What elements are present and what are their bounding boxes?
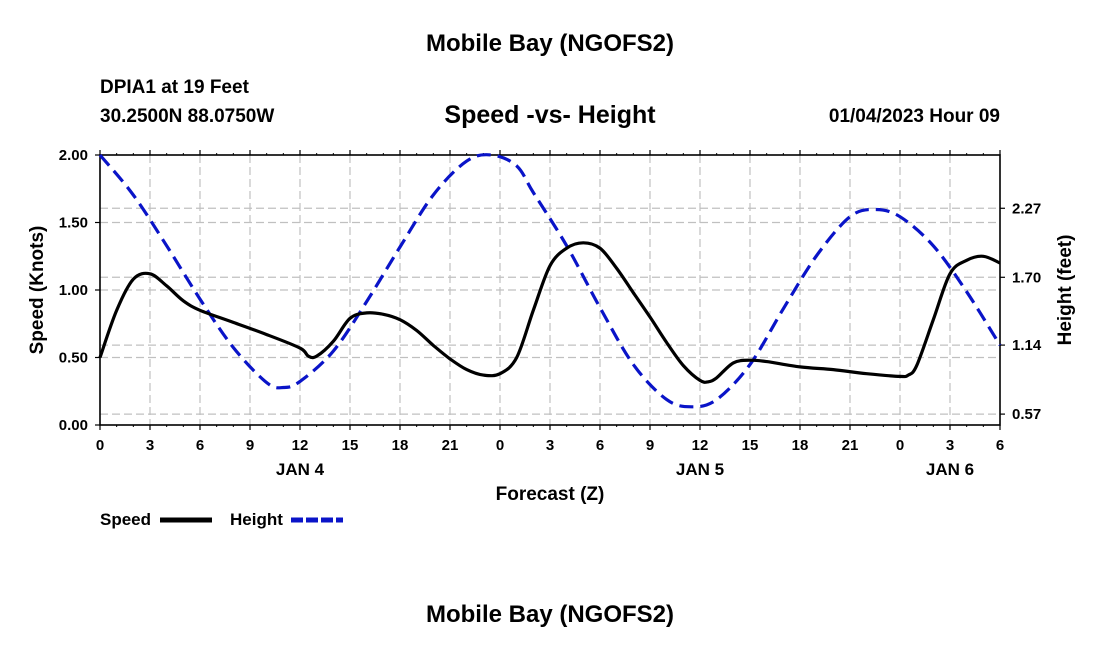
x-tick-label: 18 xyxy=(392,437,409,454)
day-label: JAN 4 xyxy=(276,460,325,479)
x-tick-label: 0 xyxy=(96,437,104,454)
x-tick-label: 3 xyxy=(146,437,154,454)
x-tick-label: 9 xyxy=(246,437,254,454)
height-series-line xyxy=(98,153,1002,409)
forecast-datetime: 01/04/2023 Hour 09 xyxy=(828,106,1000,127)
speed-series-line xyxy=(98,241,1001,384)
y-right-tick-label: 1.70 xyxy=(1012,269,1041,286)
y-axis-title: Speed (Knots) xyxy=(27,226,48,355)
x-tick-label: 3 xyxy=(946,437,954,454)
chart-subtitle: Speed -vs- Height xyxy=(444,101,656,129)
x-tick-label: 0 xyxy=(896,437,904,454)
y-right-tick-label: 0.57 xyxy=(1012,406,1041,423)
y-tick-label: 0.50 xyxy=(59,350,88,367)
y-right-tick-label: 2.27 xyxy=(1012,200,1041,217)
x-tick-label: 12 xyxy=(692,437,709,454)
x-tick-label: 12 xyxy=(292,437,309,454)
footer-chart-title: Mobile Bay (NGOFS2) xyxy=(425,601,675,628)
station-label: DPIA1 at 19 Feet xyxy=(100,77,249,98)
y-right-axis-title: Height (feet) xyxy=(1055,235,1076,346)
x-tick-label: 21 xyxy=(442,437,459,454)
y-tick-label: 1.50 xyxy=(59,215,88,232)
x-tick-label: 21 xyxy=(842,437,859,454)
x-tick-label: 3 xyxy=(546,437,554,454)
x-axis-title: Forecast (Z) xyxy=(496,484,605,505)
day-label: JAN 5 xyxy=(676,460,724,479)
x-tick-label: 6 xyxy=(996,437,1004,454)
x-tick-label: 15 xyxy=(742,437,759,454)
x-tick-label: 6 xyxy=(596,437,604,454)
legend-speed-label: Speed xyxy=(100,510,151,529)
y-tick-label: 0.00 xyxy=(59,417,88,434)
x-tick-label: 6 xyxy=(196,437,204,454)
chart-title: Mobile Bay (NGOFS2) xyxy=(425,30,675,57)
legend-height-label: Height xyxy=(230,510,283,529)
x-tick-label: 0 xyxy=(496,437,504,454)
y-tick-label: 2.00 xyxy=(59,147,88,164)
day-label: JAN 6 xyxy=(926,460,974,479)
y-right-tick-label: 1.14 xyxy=(1012,337,1042,354)
station-coordinates: 30.2500N 88.0750W xyxy=(100,106,275,127)
x-tick-label: 18 xyxy=(792,437,809,454)
x-tick-label: 9 xyxy=(646,437,654,454)
x-tick-label: 15 xyxy=(342,437,359,454)
y-tick-label: 1.00 xyxy=(59,282,88,299)
legend: Speed Height xyxy=(100,510,343,529)
